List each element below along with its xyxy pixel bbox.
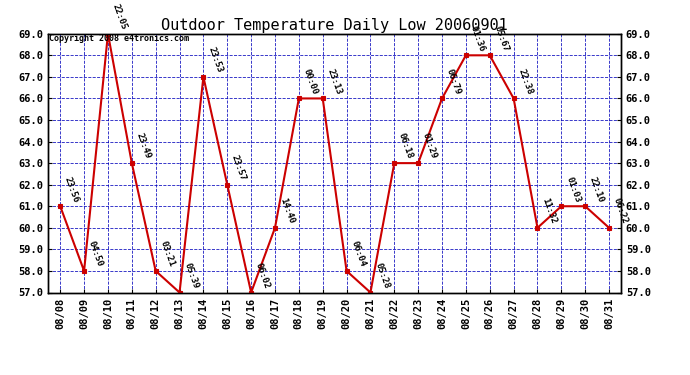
Text: 01:36: 01:36 (469, 24, 486, 52)
Text: 23:13: 23:13 (326, 68, 343, 96)
Text: Copyright 2008 e4tronics.com: Copyright 2008 e4tronics.com (49, 34, 189, 43)
Text: 22:10: 22:10 (588, 175, 606, 204)
Text: 22:05: 22:05 (110, 3, 128, 31)
Text: 05:28: 05:28 (373, 261, 391, 290)
Text: 22:38: 22:38 (516, 68, 534, 96)
Text: 14:40: 14:40 (278, 197, 295, 225)
Text: 11:32: 11:32 (540, 197, 558, 225)
Text: 01:03: 01:03 (564, 175, 582, 204)
Text: 05:67: 05:67 (493, 24, 510, 52)
Text: 06:18: 06:18 (397, 132, 415, 160)
Text: 01:29: 01:29 (421, 132, 439, 160)
Text: 23:53: 23:53 (206, 46, 224, 74)
Text: 05:39: 05:39 (182, 261, 200, 290)
Text: 23:56: 23:56 (63, 175, 81, 204)
Text: 06:04: 06:04 (349, 240, 367, 268)
Text: 06:22: 06:22 (612, 197, 629, 225)
Text: 06:79: 06:79 (445, 68, 462, 96)
Text: 04:50: 04:50 (87, 240, 104, 268)
Text: 00:00: 00:00 (302, 68, 319, 96)
Text: 06:02: 06:02 (254, 261, 272, 290)
Text: 03:21: 03:21 (159, 240, 176, 268)
Text: 23:57: 23:57 (230, 154, 248, 182)
Text: 23:49: 23:49 (135, 132, 152, 160)
Title: Outdoor Temperature Daily Low 20060901: Outdoor Temperature Daily Low 20060901 (161, 18, 508, 33)
